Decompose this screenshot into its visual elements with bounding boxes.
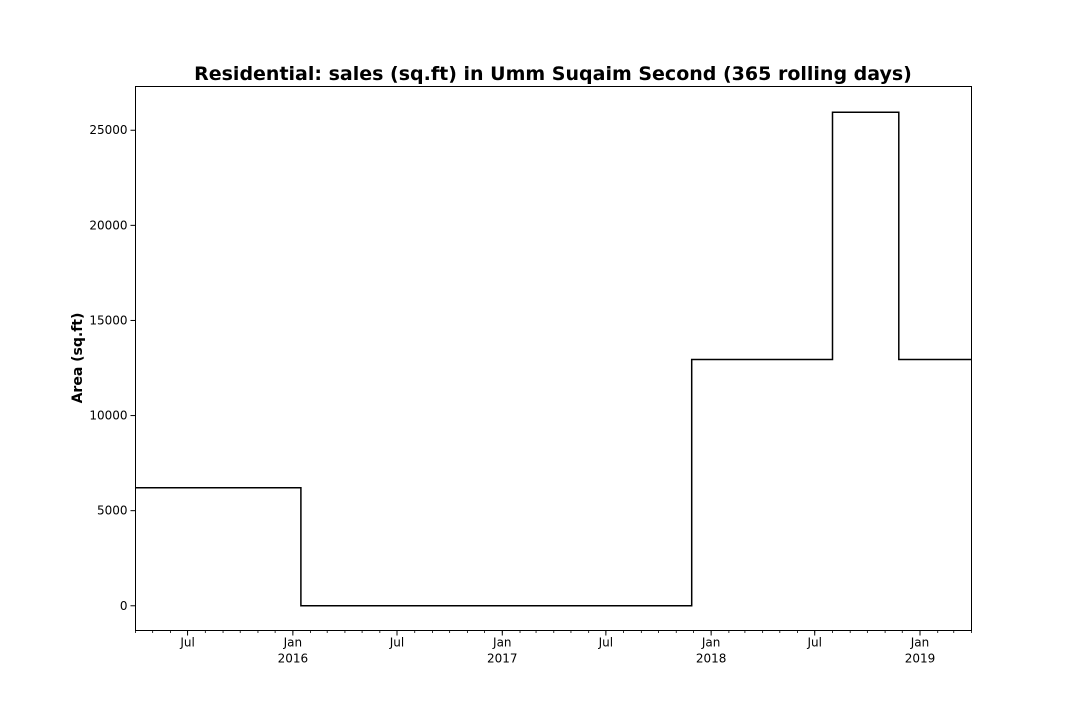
x-tick-label: Jan [283, 636, 303, 650]
x-tick-label: Jan [701, 636, 721, 650]
chart-title: Residential: sales (sq.ft) in Umm Suqaim… [194, 63, 912, 85]
plot-area: 0 5000 10000 15000 20000 25000 Jul Jan 2016 Jul Ja… [89, 111, 972, 666]
x-tick-label: Jan [492, 636, 512, 650]
x-tick-year-label: 2016 [278, 652, 309, 666]
y-tick-label: 25000 [89, 123, 127, 137]
x-tick-label: Jan [910, 636, 930, 650]
y-tick-label: 15000 [89, 313, 127, 327]
series-line-0 [135, 111, 972, 607]
y-tick-label: 10000 [89, 409, 127, 423]
x-tick-year-label: 2019 [905, 652, 936, 666]
y-tick-label: 0 [120, 599, 128, 613]
y-axis-label: Area (sq.ft) [70, 313, 86, 404]
y-tick-label: 20000 [89, 218, 127, 232]
y-tick-label: 5000 [97, 504, 128, 518]
x-tick-label: Jul [179, 636, 194, 650]
x-tick-label: Jul [598, 636, 613, 650]
x-tick-label: Jul [806, 636, 821, 650]
plot-frame [135, 86, 972, 631]
x-tick-year-label: 2018 [696, 652, 727, 666]
x-tick-label: Jul [389, 636, 404, 650]
x-tick-year-label: 2017 [487, 652, 518, 666]
